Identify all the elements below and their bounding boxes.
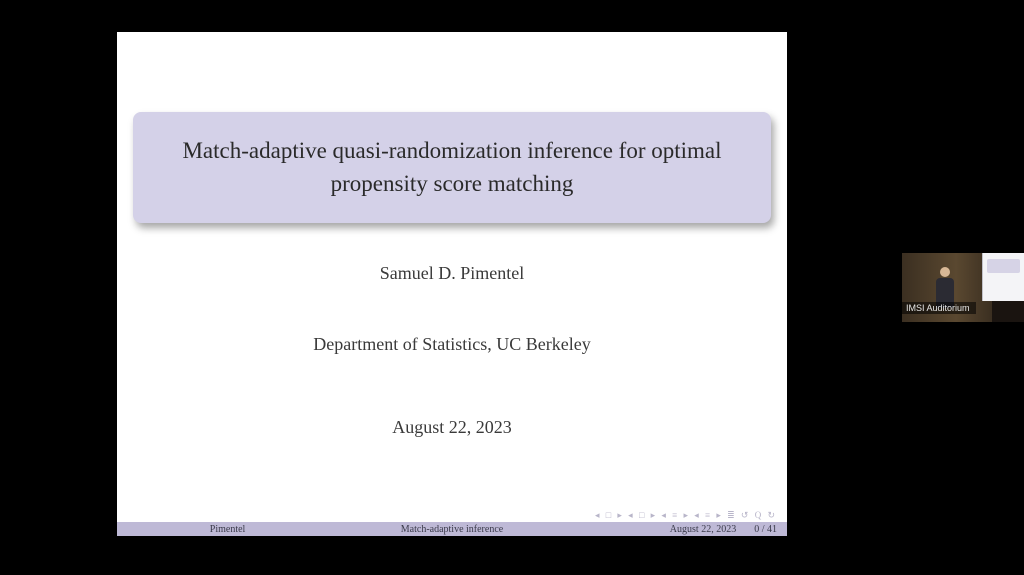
pip-projection-title xyxy=(987,259,1020,273)
slide-author: Samuel D. Pimentel xyxy=(127,263,777,284)
footer-short-title: Match-adaptive inference xyxy=(338,524,566,535)
footer-page: 0 / 41 xyxy=(754,524,777,535)
footer-date: August 22, 2023 xyxy=(670,524,736,535)
slide-footer: Pimentel Match-adaptive inference August… xyxy=(117,522,787,536)
footer-author: Pimentel xyxy=(117,524,338,535)
pip-caption: IMSI Auditorium xyxy=(902,302,976,314)
beamer-slide: Match-adaptive quasi-randomization infer… xyxy=(117,32,787,536)
footer-right: August 22, 2023 0 / 41 xyxy=(566,524,787,535)
pip-speaker-head xyxy=(940,267,950,277)
slide-body: Match-adaptive quasi-randomization infer… xyxy=(117,32,787,508)
beamer-nav-icons[interactable]: ◂ □ ▸ ◂ □ ▸ ◂ ≡ ▸ ◂ ≡ ▸ ≣ ↺ Q ↻ xyxy=(117,508,787,522)
pip-projection-screen xyxy=(982,253,1024,301)
slide-title: Match-adaptive quasi-randomization infer… xyxy=(133,112,771,223)
camera-thumbnail[interactable]: IMSI Auditorium xyxy=(902,253,1024,322)
slide-date: August 22, 2023 xyxy=(127,417,777,438)
slide-affiliation: Department of Statistics, UC Berkeley xyxy=(127,334,777,355)
